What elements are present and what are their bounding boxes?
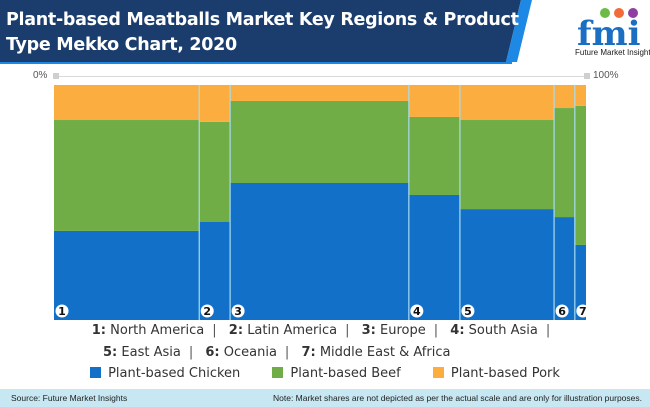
separator: |	[345, 323, 350, 338]
logo-dot-green	[600, 8, 610, 18]
segment-pork-region-1	[54, 85, 200, 121]
region-badge-3	[231, 304, 245, 318]
region-badge-4	[410, 304, 424, 318]
segment-chicken-region-7	[574, 244, 586, 320]
header-navy-shape	[0, 0, 521, 62]
region-badge-1	[55, 304, 69, 318]
page-title: Plant-based Meatballs Market Key Regions…	[6, 10, 519, 55]
region-legend-item: 5: East Asia	[103, 345, 181, 360]
region-badge-label: 2	[203, 305, 211, 318]
region-legend-item: 3: Europe	[361, 323, 426, 338]
axis-label-100: 100%	[593, 70, 619, 81]
header-underline	[0, 62, 512, 64]
axis-marker-end	[584, 73, 590, 79]
segment-beef-region-2	[199, 121, 231, 223]
segment-chicken-region-2	[199, 222, 231, 320]
series-legend: Plant-based Chicken Plant-based Beef Pla…	[0, 366, 650, 381]
fmi-logo: fmi Future Market Insights	[575, 4, 650, 60]
region-badge-label: 7	[579, 305, 587, 318]
axis-line	[56, 76, 586, 77]
segment-chicken-region-6	[554, 217, 575, 320]
segment-beef-region-4	[408, 116, 460, 195]
segment-beef-region-5	[459, 120, 555, 210]
source-text: Source: Future Market Insights	[11, 393, 128, 403]
segment-pork-region-6	[554, 85, 575, 109]
note-text: Note: Market shares are not depicted as …	[272, 393, 642, 403]
region-badge-6	[555, 304, 569, 318]
region-legend-item: 2: Latin America	[228, 323, 338, 338]
separator: |	[188, 345, 194, 360]
legend-item-beef: Plant-based Beef	[272, 366, 401, 381]
segment-chicken-region-1	[54, 230, 200, 320]
segment-pork-region-3	[230, 85, 409, 101]
segment-chicken-region-4	[408, 194, 460, 320]
footer-bar: Source: Future Market Insights Note: Mar…	[0, 389, 650, 407]
region-legend-item: 6: Oceania	[205, 345, 277, 360]
region-legend-item: 1: North America	[91, 323, 205, 338]
segment-beef-region-1	[54, 120, 200, 231]
logo-dot-purple	[628, 8, 638, 18]
logo-dot-orange	[614, 8, 624, 18]
segment-pork-region-5	[459, 85, 555, 121]
region-badge-label: 6	[558, 305, 566, 318]
separator: |	[284, 345, 290, 360]
legend-item-pork: Plant-based Pork	[432, 366, 560, 381]
separator: |	[212, 323, 217, 338]
region-badge-2	[200, 304, 214, 318]
region-legend-item: 7: Middle East & Africa	[301, 345, 451, 360]
legend-swatch-beef	[272, 367, 284, 378]
legend-swatch-pork	[432, 367, 444, 378]
logo-caption: Future Market Insights	[575, 48, 650, 57]
segment-beef-region-3	[230, 100, 409, 183]
fmi-logo-mark: fmi	[577, 8, 641, 54]
segment-beef-region-6	[554, 108, 575, 218]
region-badge-7	[576, 304, 590, 318]
axis-label-0: 0%	[33, 70, 48, 81]
header-background	[0, 0, 532, 64]
segment-pork-region-7	[574, 85, 586, 106]
legend-swatch-chicken	[90, 367, 102, 378]
segment-chicken-region-3	[230, 182, 409, 320]
region-legend-item: 4: South Asia	[450, 323, 538, 338]
axis-marker-start	[53, 73, 59, 79]
segment-beef-region-7	[574, 105, 586, 245]
header-accent-stripe	[506, 0, 532, 62]
segment-pork-region-2	[199, 85, 231, 122]
header-band: Plant-based Meatballs Market Key Regions…	[0, 0, 650, 64]
region-badge-label: 4	[413, 305, 421, 318]
separator: |	[545, 323, 551, 338]
region-badge-label: 5	[464, 305, 472, 318]
region-badge-5	[461, 304, 475, 318]
region-badge-label: 3	[234, 305, 242, 318]
logo-letters: fmi	[577, 14, 641, 48]
segment-chicken-region-5	[459, 209, 555, 320]
separator: |	[433, 323, 439, 338]
legend-item-chicken: Plant-based Chicken	[90, 366, 240, 381]
segment-pork-region-4	[408, 85, 460, 117]
region-badge-label: 1	[58, 305, 66, 318]
region-legend-row-1: 1: North America | 2: Latin America | 3: E…	[0, 323, 650, 338]
region-legend-row-2: 5: East Asia | 6: Oceania | 7: Middle East…	[103, 345, 450, 360]
